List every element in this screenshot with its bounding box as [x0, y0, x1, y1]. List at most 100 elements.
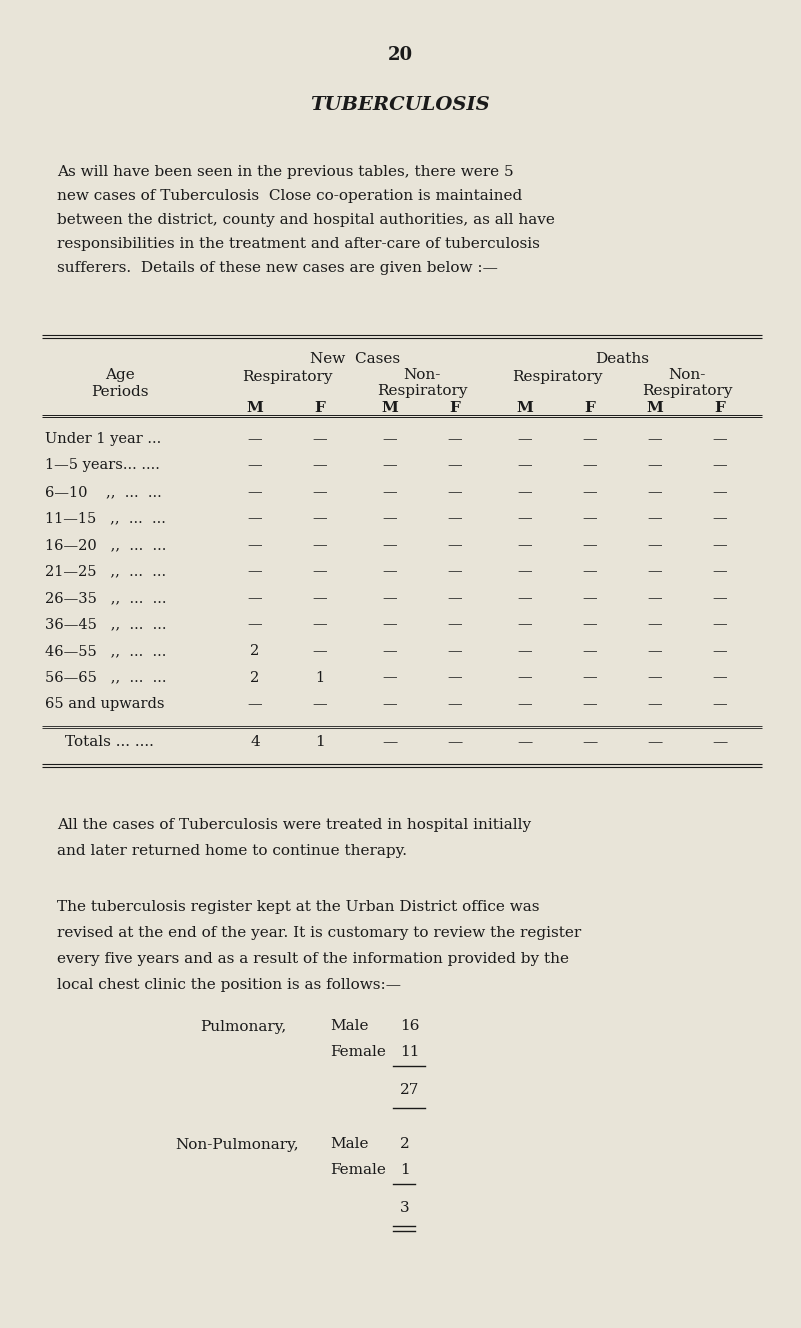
Text: —: — — [582, 485, 598, 499]
Text: Female: Female — [330, 1045, 386, 1060]
Text: —: — — [248, 432, 262, 446]
Text: —: — — [312, 432, 328, 446]
Text: Non-Pulmonary,: Non-Pulmonary, — [175, 1138, 299, 1151]
Text: —: — — [383, 671, 397, 684]
Text: —: — — [713, 511, 727, 526]
Text: —: — — [312, 697, 328, 710]
Text: —: — — [648, 591, 662, 606]
Text: —: — — [383, 485, 397, 499]
Text: —: — — [383, 697, 397, 710]
Text: —: — — [517, 538, 533, 552]
Text: 6—10    ,,  ...  ...: 6—10 ,, ... ... — [45, 485, 162, 499]
Text: —: — — [248, 618, 262, 632]
Text: —: — — [648, 458, 662, 473]
Text: Deaths: Deaths — [595, 352, 649, 367]
Text: 27: 27 — [400, 1084, 420, 1097]
Text: —: — — [648, 432, 662, 446]
Text: Periods: Periods — [91, 385, 149, 398]
Text: 4: 4 — [250, 736, 260, 749]
Text: —: — — [383, 564, 397, 579]
Text: —: — — [383, 538, 397, 552]
Text: M: M — [517, 401, 533, 414]
Text: —: — — [312, 458, 328, 473]
Text: 1: 1 — [400, 1163, 410, 1178]
Text: responsibilities in the treatment and after-care of tuberculosis: responsibilities in the treatment and af… — [57, 236, 540, 251]
Text: Respiratory: Respiratory — [242, 371, 332, 384]
Text: —: — — [582, 644, 598, 657]
Text: —: — — [713, 458, 727, 473]
Text: —: — — [713, 591, 727, 606]
Text: F: F — [315, 401, 325, 414]
Text: —: — — [517, 564, 533, 579]
Text: —: — — [517, 671, 533, 684]
Text: Age: Age — [105, 368, 135, 382]
Text: Totals ... ....: Totals ... .... — [65, 736, 154, 749]
Text: —: — — [382, 736, 397, 749]
Text: 3: 3 — [400, 1202, 409, 1215]
Text: —: — — [248, 538, 262, 552]
Text: —: — — [448, 644, 462, 657]
Text: —: — — [713, 697, 727, 710]
Text: —: — — [517, 511, 533, 526]
Text: —: — — [312, 511, 328, 526]
Text: 2: 2 — [251, 644, 260, 657]
Text: 1: 1 — [316, 671, 324, 684]
Text: TUBERCULOSIS: TUBERCULOSIS — [310, 96, 490, 114]
Text: The tuberculosis register kept at the Urban District office was: The tuberculosis register kept at the Ur… — [57, 900, 540, 915]
Text: 56—65   ,,  ...  ...: 56—65 ,, ... ... — [45, 671, 167, 684]
Text: —: — — [312, 618, 328, 632]
Text: —: — — [713, 485, 727, 499]
Text: —: — — [448, 697, 462, 710]
Text: —: — — [648, 564, 662, 579]
Text: 65 and upwards: 65 and upwards — [45, 697, 164, 710]
Text: —: — — [648, 671, 662, 684]
Text: —: — — [582, 736, 598, 749]
Text: —: — — [517, 432, 533, 446]
Text: All the cases of Tuberculosis were treated in hospital initially: All the cases of Tuberculosis were treat… — [57, 818, 531, 833]
Text: —: — — [248, 564, 262, 579]
Text: —: — — [517, 591, 533, 606]
Text: —: — — [713, 618, 727, 632]
Text: —: — — [383, 618, 397, 632]
Text: —: — — [648, 618, 662, 632]
Text: 1—5 years... ....: 1—5 years... .... — [45, 458, 160, 473]
Text: —: — — [582, 618, 598, 632]
Text: revised at the end of the year. It is customary to review the register: revised at the end of the year. It is cu… — [57, 927, 582, 940]
Text: 1: 1 — [315, 736, 325, 749]
Text: —: — — [648, 485, 662, 499]
Text: —: — — [312, 485, 328, 499]
Text: 2: 2 — [400, 1138, 410, 1151]
Text: —: — — [448, 618, 462, 632]
Text: —: — — [383, 644, 397, 657]
Text: —: — — [713, 432, 727, 446]
Text: —: — — [448, 485, 462, 499]
Text: 36—45   ,,  ...  ...: 36—45 ,, ... ... — [45, 618, 167, 632]
Text: Non-: Non- — [404, 368, 441, 382]
Text: —: — — [248, 511, 262, 526]
Text: —: — — [582, 511, 598, 526]
Text: —: — — [517, 458, 533, 473]
Text: —: — — [248, 697, 262, 710]
Text: —: — — [517, 644, 533, 657]
Text: —: — — [248, 458, 262, 473]
Text: New  Cases: New Cases — [310, 352, 400, 367]
Text: —: — — [648, 697, 662, 710]
Text: Respiratory: Respiratory — [376, 384, 467, 398]
Text: —: — — [448, 564, 462, 579]
Text: —: — — [712, 736, 727, 749]
Text: M: M — [381, 401, 398, 414]
Text: —: — — [517, 697, 533, 710]
Text: 16—20   ,,  ...  ...: 16—20 ,, ... ... — [45, 538, 167, 552]
Text: —: — — [713, 671, 727, 684]
Text: —: — — [312, 538, 328, 552]
Text: 26—35   ,,  ...  ...: 26—35 ,, ... ... — [45, 591, 167, 606]
Text: F: F — [449, 401, 461, 414]
Text: —: — — [383, 458, 397, 473]
Text: —: — — [312, 564, 328, 579]
Text: —: — — [582, 538, 598, 552]
Text: —: — — [648, 511, 662, 526]
Text: Under 1 year ...: Under 1 year ... — [45, 432, 161, 446]
Text: —: — — [312, 591, 328, 606]
Text: —: — — [383, 432, 397, 446]
Text: between the district, county and hospital authorities, as all have: between the district, county and hospita… — [57, 212, 555, 227]
